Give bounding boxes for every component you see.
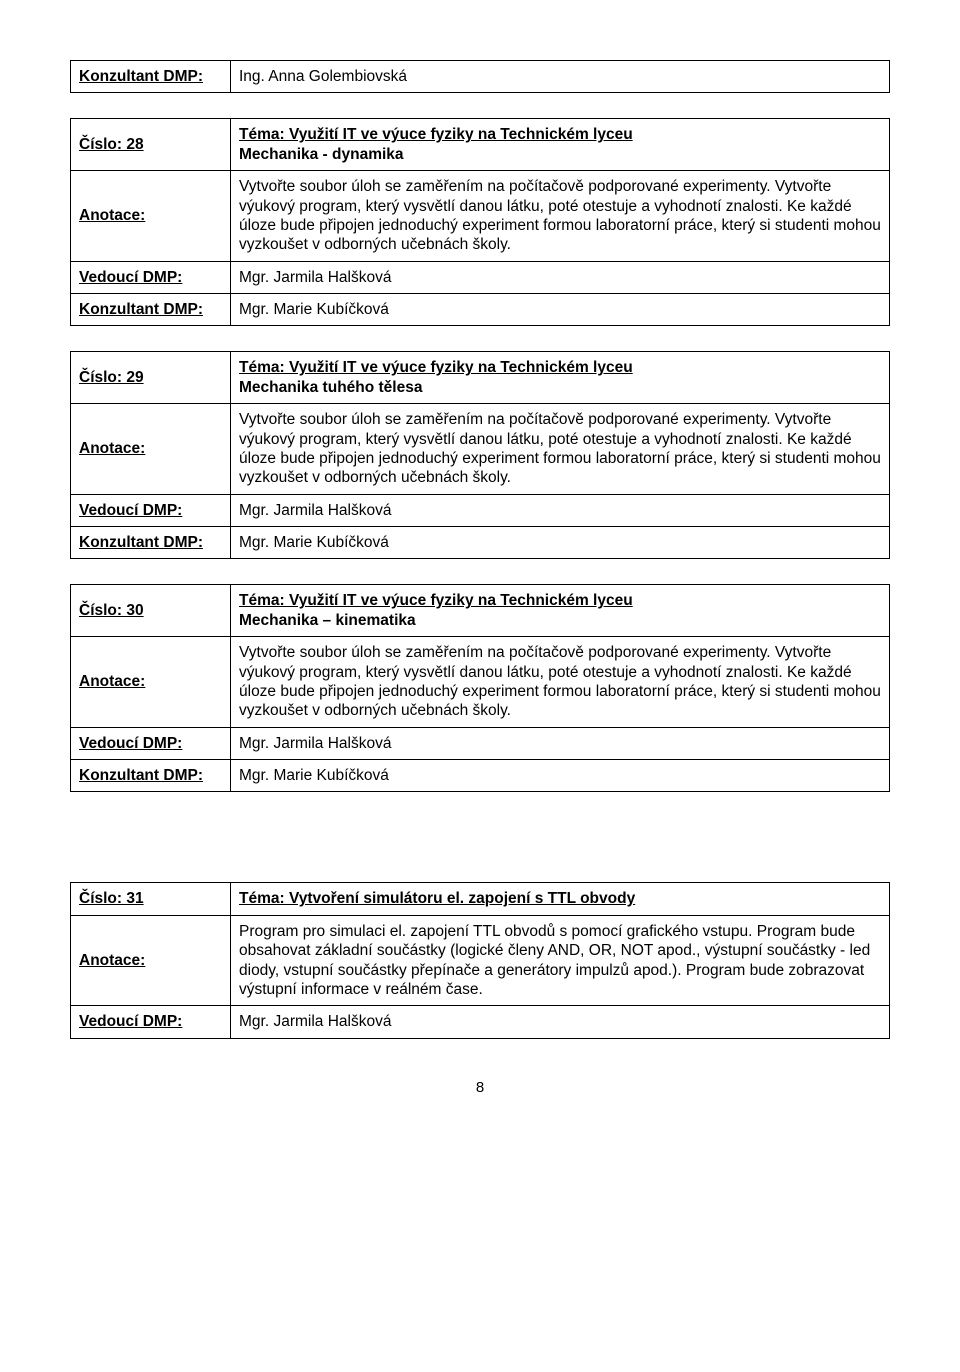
tema-line1: Téma: Využití IT ve výuce fyziky na Tech…: [239, 126, 633, 143]
konzultant-value: Mgr. Marie Kubíčková: [231, 527, 890, 559]
vedouci-value: Mgr. Jarmila Halšková: [231, 494, 890, 526]
table-row: Vedoucí DMP: Mgr. Jarmila Halšková: [71, 261, 890, 293]
anotace-value: Program pro simulaci el. zapojení TTL ob…: [231, 915, 890, 1006]
tema-line2: Mechanika - dynamika: [239, 146, 404, 163]
konzultant-top-table: Konzultant DMP: Ing. Anna Golembiovská: [70, 60, 890, 93]
anotace-label: Anotace:: [71, 404, 231, 495]
table-row: Vedoucí DMP: Mgr. Jarmila Halšková: [71, 727, 890, 759]
konzultant-value: Mgr. Marie Kubíčková: [231, 760, 890, 792]
table-row: Číslo: 28 Téma: Využití IT ve výuce fyzi…: [71, 119, 890, 171]
vedouci-label: Vedoucí DMP:: [71, 494, 231, 526]
tema-cell: Téma: Využití IT ve výuce fyziky na Tech…: [231, 585, 890, 637]
konzultant-label: Konzultant DMP:: [71, 61, 231, 93]
page-number: 8: [70, 1079, 890, 1098]
table-row: Konzultant DMP: Ing. Anna Golembiovská: [71, 61, 890, 93]
tema-cell: Téma: Využití IT ve výuce fyziky na Tech…: [231, 352, 890, 404]
konzultant-label: Konzultant DMP:: [71, 294, 231, 326]
konzultant-top-value: Ing. Anna Golembiovská: [231, 61, 890, 93]
cislo-label: Číslo: 30: [71, 585, 231, 637]
vedouci-value: Mgr. Jarmila Halšková: [231, 261, 890, 293]
vedouci-label: Vedoucí DMP:: [71, 1006, 231, 1038]
record-31-table: Číslo: 31 Téma: Vytvoření simulátoru el.…: [70, 882, 890, 1038]
tema-cell: Téma: Využití IT ve výuce fyziky na Tech…: [231, 119, 890, 171]
tema-line2: Mechanika – kinematika: [239, 612, 416, 629]
table-row: Číslo: 31 Téma: Vytvoření simulátoru el.…: [71, 883, 890, 915]
konzultant-value: Mgr. Marie Kubíčková: [231, 294, 890, 326]
table-row: Anotace: Vytvořte soubor úloh se zaměřen…: [71, 637, 890, 728]
anotace-value: Vytvořte soubor úloh se zaměřením na poč…: [231, 171, 890, 262]
cislo-label: Číslo: 28: [71, 119, 231, 171]
table-row: Číslo: 29 Téma: Využití IT ve výuce fyzi…: [71, 352, 890, 404]
konzultant-label: Konzultant DMP:: [71, 760, 231, 792]
table-row: Anotace: Program pro simulaci el. zapoje…: [71, 915, 890, 1006]
anotace-label: Anotace:: [71, 915, 231, 1006]
table-row: Anotace: Vytvořte soubor úloh se zaměřen…: [71, 404, 890, 495]
tema-cell: Téma: Vytvoření simulátoru el. zapojení …: [231, 883, 890, 915]
cislo-label: Číslo: 29: [71, 352, 231, 404]
tema-line1: Téma: Využití IT ve výuce fyziky na Tech…: [239, 359, 633, 376]
table-row: Konzultant DMP: Mgr. Marie Kubíčková: [71, 527, 890, 559]
cislo-label: Číslo: 31: [71, 883, 231, 915]
vedouci-value: Mgr. Jarmila Halšková: [231, 727, 890, 759]
record-28-table: Číslo: 28 Téma: Využití IT ve výuce fyzi…: [70, 118, 890, 326]
table-row: Anotace: Vytvořte soubor úloh se zaměřen…: [71, 171, 890, 262]
table-row: Číslo: 30 Téma: Využití IT ve výuce fyzi…: [71, 585, 890, 637]
anotace-label: Anotace:: [71, 171, 231, 262]
table-row: Vedoucí DMP: Mgr. Jarmila Halšková: [71, 1006, 890, 1038]
vedouci-label: Vedoucí DMP:: [71, 727, 231, 759]
tema-line1: Téma: Využití IT ve výuce fyziky na Tech…: [239, 592, 633, 609]
anotace-label: Anotace:: [71, 637, 231, 728]
tema-line1: Téma: Vytvoření simulátoru el. zapojení …: [239, 890, 635, 907]
vedouci-label: Vedoucí DMP:: [71, 261, 231, 293]
table-row: Konzultant DMP: Mgr. Marie Kubíčková: [71, 294, 890, 326]
anotace-value: Vytvořte soubor úloh se zaměřením na poč…: [231, 404, 890, 495]
table-row: Konzultant DMP: Mgr. Marie Kubíčková: [71, 760, 890, 792]
record-29-table: Číslo: 29 Téma: Využití IT ve výuce fyzi…: [70, 351, 890, 559]
tema-line2: Mechanika tuhého tělesa: [239, 379, 422, 396]
anotace-value: Vytvořte soubor úloh se zaměřením na poč…: [231, 637, 890, 728]
vedouci-value: Mgr. Jarmila Halšková: [231, 1006, 890, 1038]
konzultant-label: Konzultant DMP:: [71, 527, 231, 559]
table-row: Vedoucí DMP: Mgr. Jarmila Halšková: [71, 494, 890, 526]
record-30-table: Číslo: 30 Téma: Využití IT ve výuce fyzi…: [70, 584, 890, 792]
